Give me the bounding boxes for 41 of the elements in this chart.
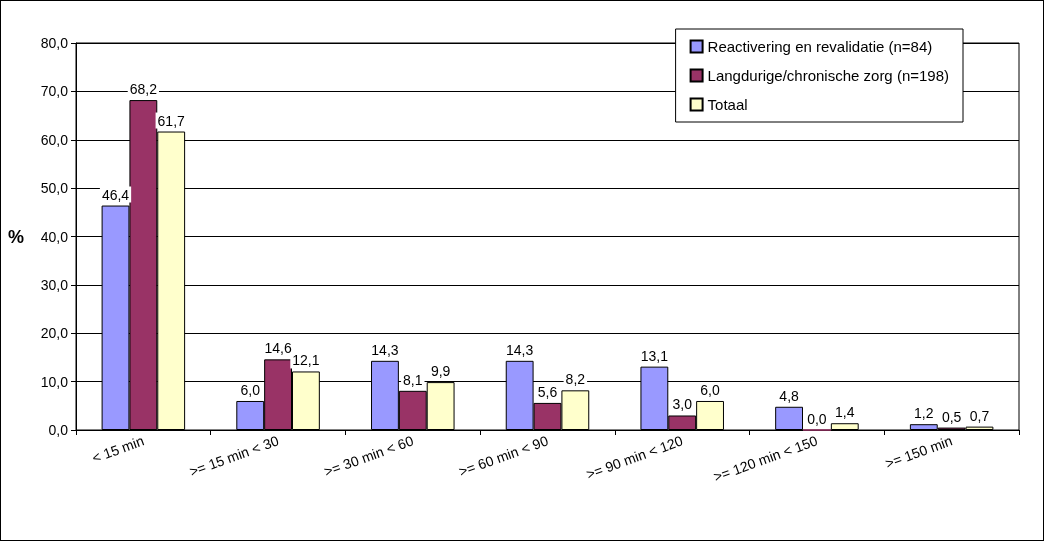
data-label: 14,3: [371, 341, 399, 358]
y-tick-label: 80,0: [40, 35, 69, 51]
data-label: 12,1: [292, 352, 320, 369]
data-label: 9,9: [430, 363, 451, 380]
data-label: 5,6: [537, 383, 558, 400]
data-label: 68,2: [129, 81, 158, 98]
y-tick-label: 20,0: [40, 325, 69, 342]
y-tick-label: 60,0: [40, 131, 69, 148]
data-label: 4,8: [779, 387, 800, 404]
x-tick-label: >= 30 min < 60: [321, 432, 416, 480]
x-tick-label: >= 120 min < 150: [711, 432, 820, 485]
x-tick-label: >= 60 min < 90: [456, 432, 551, 480]
x-tick-label: >= 90 min < 120: [584, 432, 686, 483]
y-tick-label: 0,0: [48, 422, 69, 438]
legend-label: Totaal: [707, 96, 748, 113]
y-tick-label: 30,0: [40, 276, 69, 293]
data-label: 6,0: [240, 381, 261, 398]
data-label: 61,7: [157, 112, 186, 129]
data-label: 13,1: [640, 347, 669, 364]
legend-label: Reactivering en revalidatie (n=84): [707, 38, 933, 55]
data-label: 14,3: [506, 341, 534, 358]
data-label: 6,0: [700, 381, 720, 398]
y-axis-title: %: [7, 226, 24, 247]
data-label: 8,2: [565, 371, 586, 388]
data-label: 0,5: [941, 408, 962, 425]
data-label: 1,4: [835, 404, 855, 421]
data-label: 14,6: [264, 340, 292, 357]
data-label: 3,0: [672, 396, 693, 413]
data-label: 0,0: [807, 410, 827, 427]
legend-label: Langdurige/chronische zorg (n=198): [707, 67, 949, 84]
data-label: 0,7: [969, 407, 990, 424]
x-tick-label: < 15 min: [89, 432, 147, 467]
y-tick-label: 40,0: [40, 228, 69, 245]
x-tick-label: >= 15 min < 30: [187, 432, 281, 480]
y-tick-label: 50,0: [40, 180, 69, 197]
y-tick-label: 70,0: [40, 83, 69, 100]
data-label: 1,2: [914, 405, 934, 422]
x-tick-label: >= 150 min: [883, 432, 955, 472]
data-label: 8,1: [403, 371, 423, 388]
y-tick-label: 10,0: [40, 373, 69, 390]
data-label: 46,4: [101, 186, 130, 203]
